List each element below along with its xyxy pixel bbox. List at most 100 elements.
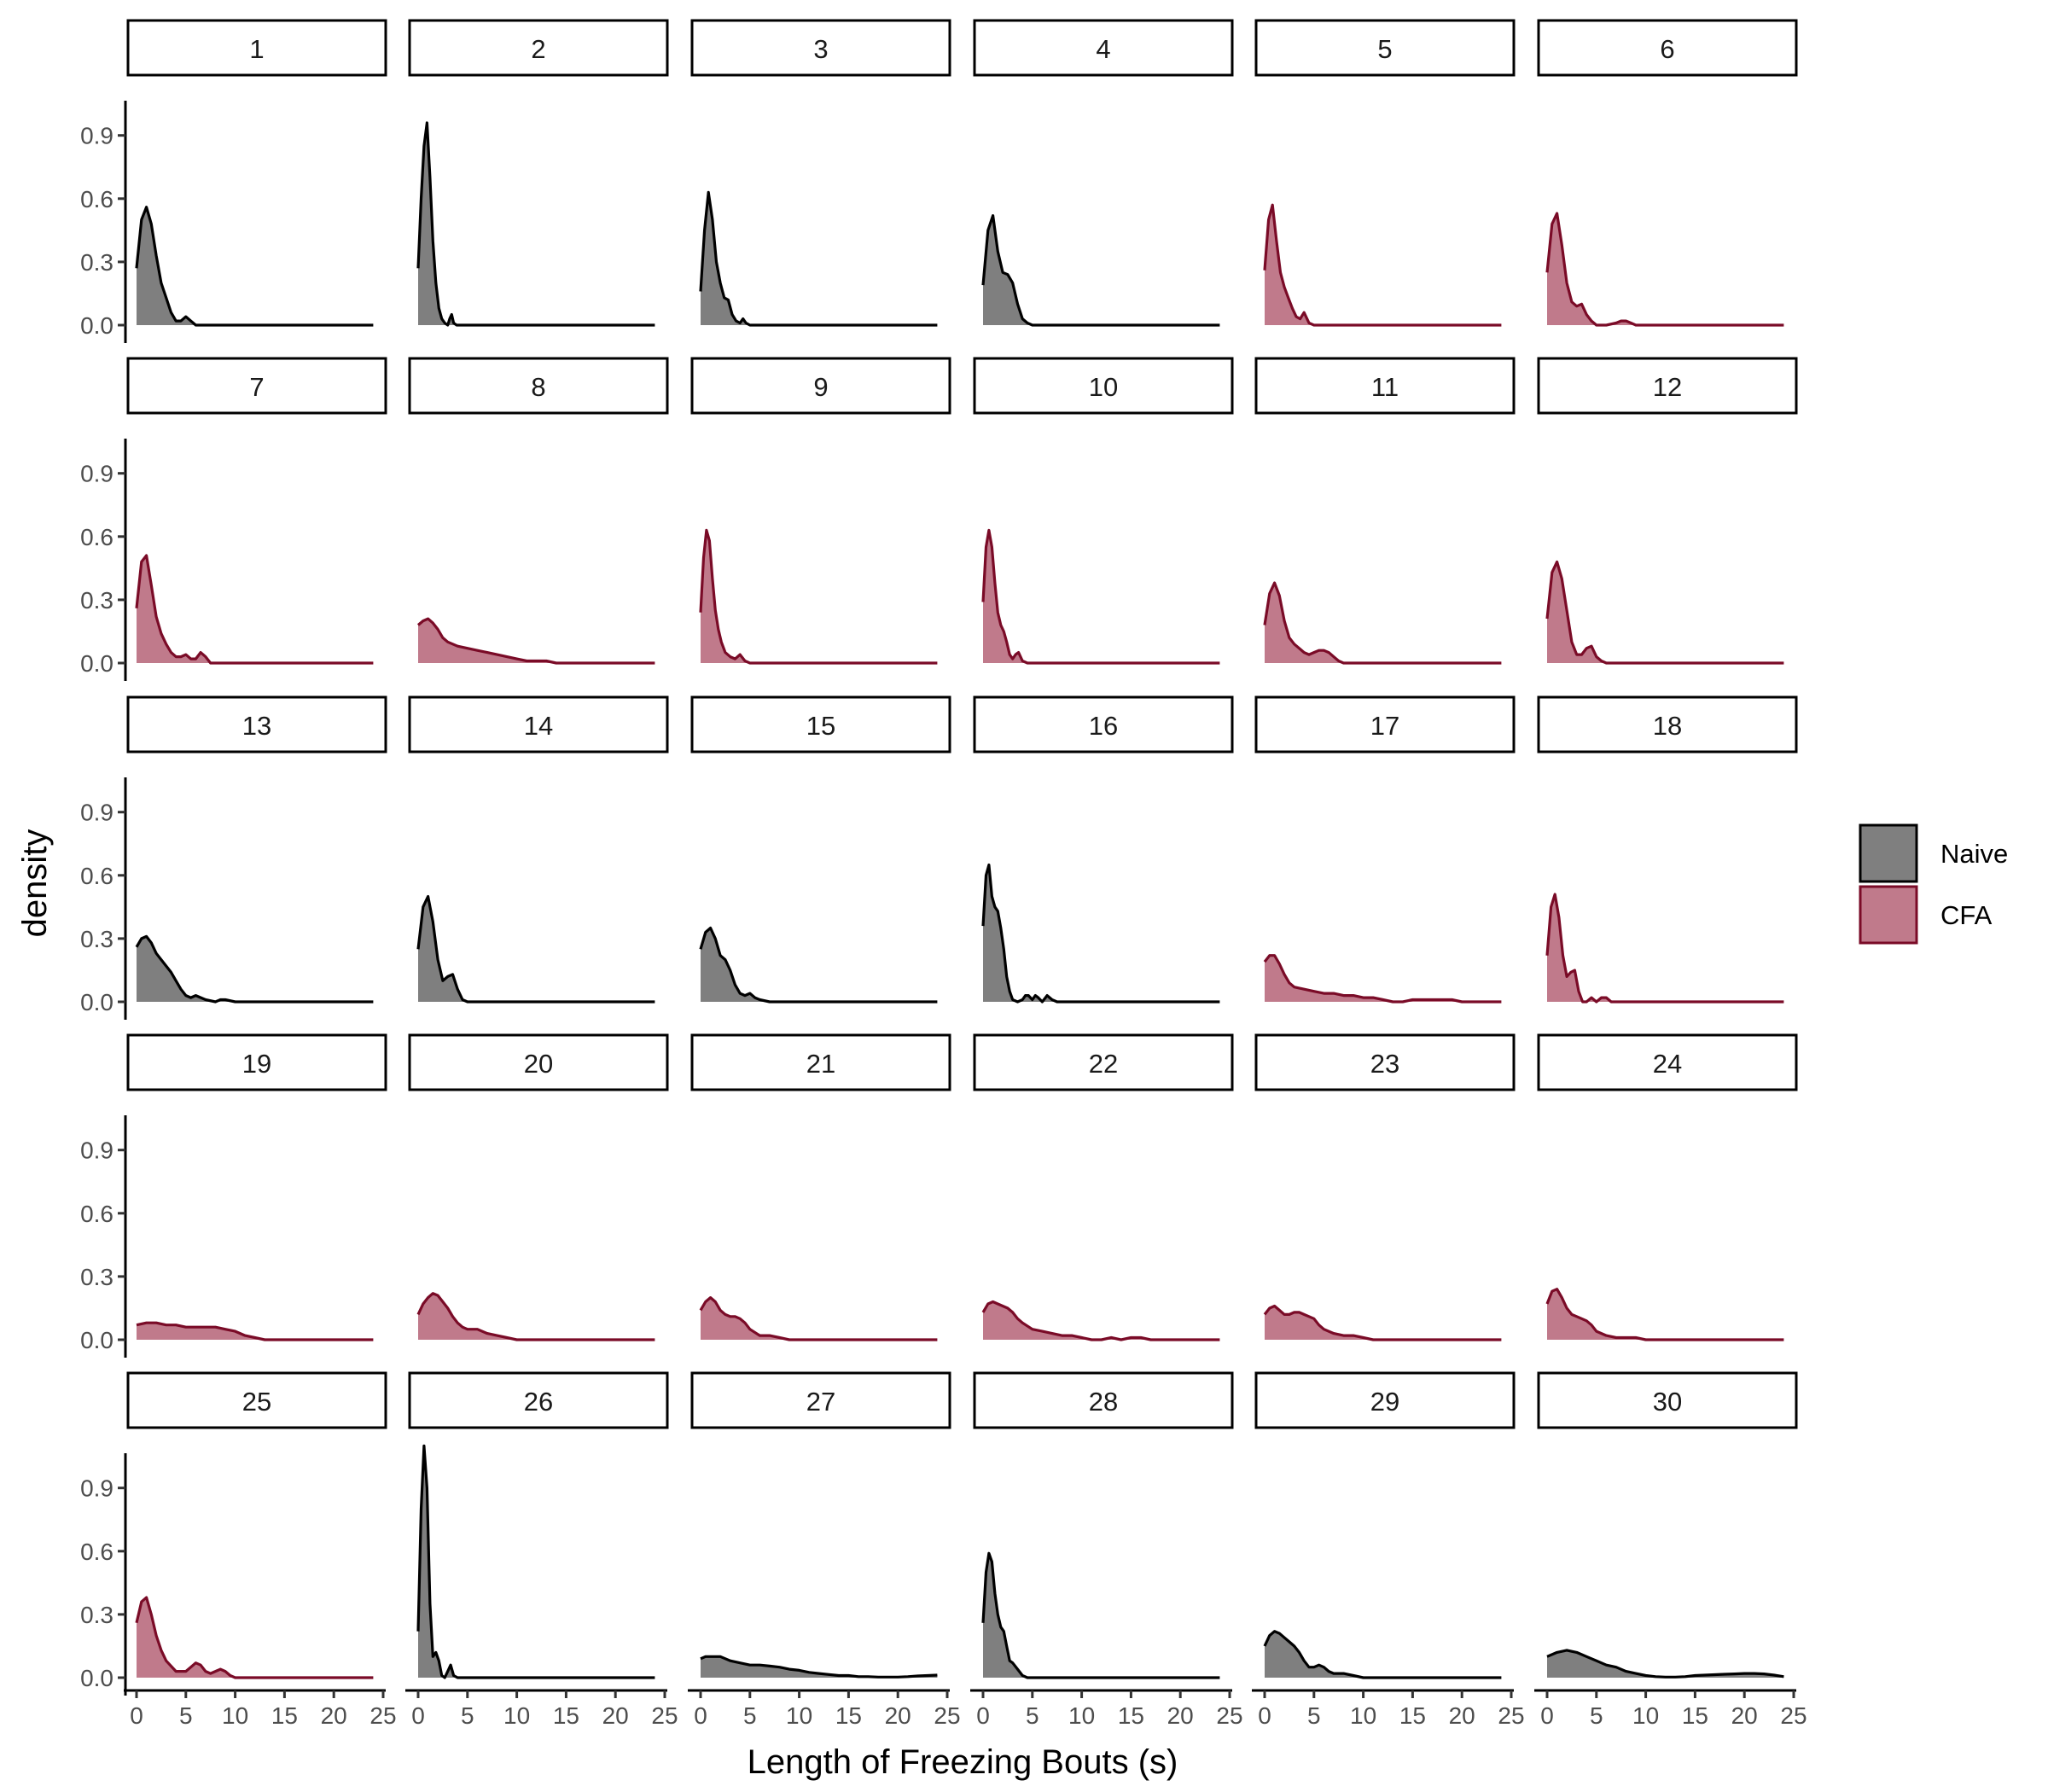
density-line-naive xyxy=(416,121,655,327)
facet-panel-15: 15 xyxy=(690,695,951,1004)
facet-strip-label: 8 xyxy=(531,372,545,402)
facet-panel-4: 4 xyxy=(973,19,1234,327)
density-area-cfa xyxy=(418,1293,655,1340)
x-tick-label: 25 xyxy=(1780,1702,1807,1729)
x-tick-label: 0 xyxy=(976,1702,990,1729)
density-line-cfa xyxy=(1545,1288,1784,1341)
density-line-cfa xyxy=(416,617,655,665)
facet-panel-13: 13 0.0 0.3 0.6 0.9 xyxy=(80,695,387,1020)
x-axis-title: Length of Freezing Bouts (s) xyxy=(748,1743,1178,1781)
x-tick-label: 5 xyxy=(1590,1702,1603,1729)
density-area-naive xyxy=(1265,1631,1502,1678)
facet-panel-27: 27 0 5 10 15 20 25 xyxy=(688,1371,961,1729)
density-area-naive xyxy=(701,1656,938,1678)
facet-panel-5: 5 xyxy=(1254,19,1516,327)
facet-strip-label: 11 xyxy=(1371,372,1399,402)
x-tick-label: 10 xyxy=(1068,1702,1095,1729)
x-tick-label: 15 xyxy=(1682,1702,1708,1729)
facet-strip xyxy=(973,1371,1234,1429)
x-tick-label: 15 xyxy=(835,1702,862,1729)
facet-panel-6: 6 xyxy=(1537,19,1798,327)
density-line-cfa xyxy=(135,554,374,665)
density-line-cfa xyxy=(699,528,938,665)
y-tick-label: 0.3 xyxy=(80,249,113,276)
density-line-cfa xyxy=(1545,212,1784,327)
facet-panel-19: 19 0.0 0.3 0.6 0.9 xyxy=(80,1033,387,1358)
x-tick-label: 0 xyxy=(130,1702,143,1729)
facet-strip xyxy=(690,19,951,77)
facet-strip-label: 18 xyxy=(1653,711,1682,741)
facet-panel-17: 17 xyxy=(1254,695,1516,1004)
facet-strip xyxy=(408,1371,669,1429)
density-area-cfa xyxy=(1547,1289,1784,1340)
x-tick-label: 0 xyxy=(411,1702,425,1729)
facet-strip-label: 4 xyxy=(1096,34,1110,64)
density-area-naive xyxy=(137,936,374,1002)
y-tick-label: 0.9 xyxy=(80,461,113,487)
facet-strip xyxy=(973,19,1234,77)
density-line-cfa xyxy=(699,1296,938,1341)
facet-strip-label: 13 xyxy=(242,711,271,741)
density-line-cfa xyxy=(981,528,1220,665)
density-area-naive xyxy=(701,192,938,325)
facet-strip xyxy=(1537,19,1798,77)
facet-strip-label: 28 xyxy=(1089,1387,1118,1417)
density-line-cfa xyxy=(1263,581,1502,665)
facet-panel-20: 20 xyxy=(408,1033,669,1341)
y-tick-label: 0.3 xyxy=(80,1602,113,1628)
y-tick-label: 0.3 xyxy=(80,1264,113,1290)
density-area-cfa xyxy=(1547,213,1784,325)
density-area-cfa xyxy=(137,1597,374,1678)
facet-panel-24: 24 xyxy=(1537,1033,1798,1341)
facet-strip-label: 24 xyxy=(1653,1049,1682,1079)
facet-strip-label: 26 xyxy=(524,1387,553,1417)
x-tick-label: 20 xyxy=(321,1702,347,1729)
facet-strip-label: 16 xyxy=(1089,711,1118,741)
x-tick-label: 25 xyxy=(651,1702,678,1729)
facet-strip xyxy=(973,357,1234,415)
density-area-cfa xyxy=(701,530,938,663)
density-line-naive xyxy=(135,206,374,327)
facet-strip xyxy=(1254,357,1516,415)
facet-strip xyxy=(126,19,387,77)
density-line-cfa xyxy=(1545,560,1784,665)
density-area-naive xyxy=(137,207,374,325)
density-line-naive xyxy=(981,214,1220,327)
facet-strip-label: 25 xyxy=(242,1387,271,1417)
facet-strip-label: 6 xyxy=(1660,34,1674,64)
x-tick-label: 20 xyxy=(885,1702,911,1729)
x-tick-label: 20 xyxy=(602,1702,629,1729)
density-area-cfa xyxy=(1265,583,1502,663)
facet-strip-label: 22 xyxy=(1089,1049,1118,1079)
x-tick-label: 5 xyxy=(743,1702,757,1729)
density-area-cfa xyxy=(418,619,655,663)
facet-strip xyxy=(1254,695,1516,753)
facet-strip xyxy=(973,1033,1234,1091)
facet-strip-label: 19 xyxy=(242,1049,271,1079)
facet-strip xyxy=(690,1371,951,1429)
facet-panel-9: 9 xyxy=(690,357,951,665)
facet-strip-label: 21 xyxy=(806,1049,835,1079)
density-line-cfa xyxy=(1263,954,1502,1004)
density-area-cfa xyxy=(701,1297,938,1340)
facet-panel-22: 22 xyxy=(973,1033,1234,1341)
facet-strip-label: 3 xyxy=(813,34,828,64)
facet-panel-28: 28 0 5 10 15 20 25 xyxy=(970,1371,1243,1729)
facet-strip-label: 10 xyxy=(1089,372,1118,402)
facet-panel-3: 3 xyxy=(690,19,951,327)
y-tick-label: 0.6 xyxy=(80,1201,113,1227)
facet-strip xyxy=(126,357,387,415)
density-line-naive xyxy=(1546,1649,1784,1679)
facet-panels: 10.00.30.60.92 3 4 5 670.00.30.60.98 9 10 11 121… xyxy=(80,19,1807,1729)
legend-key xyxy=(1859,885,1918,945)
x-tick-label: 15 xyxy=(553,1702,579,1729)
density-line-naive xyxy=(981,863,1220,1004)
density-line-naive xyxy=(699,190,938,327)
y-tick-label: 0.6 xyxy=(80,863,113,889)
facet-strip-label: 17 xyxy=(1370,711,1399,741)
x-tick-label: 25 xyxy=(369,1702,396,1729)
x-tick-label: 0 xyxy=(1540,1702,1554,1729)
facet-strip xyxy=(1537,695,1798,753)
density-area-cfa xyxy=(1265,205,1502,325)
facet-panel-10: 10 xyxy=(973,357,1234,665)
